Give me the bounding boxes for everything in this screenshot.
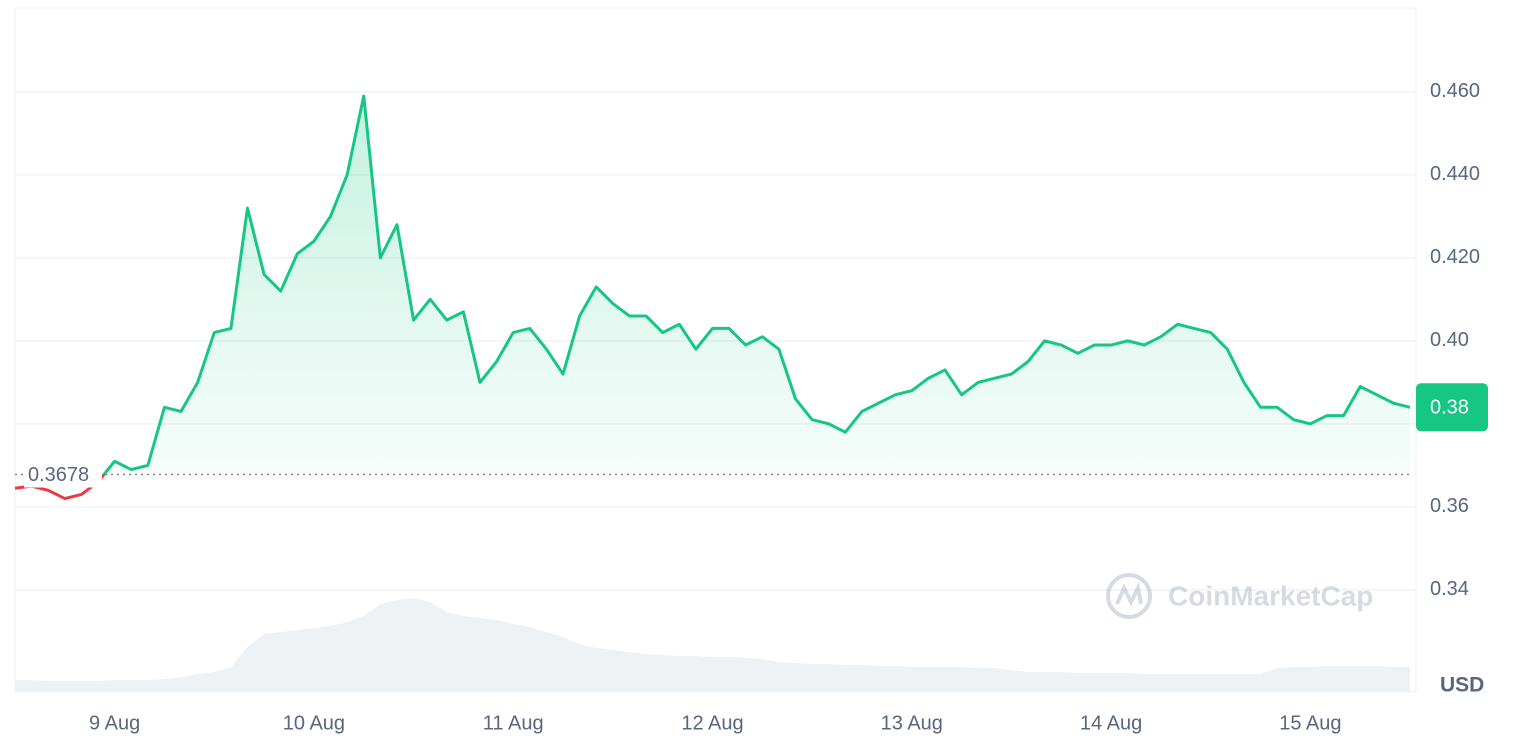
watermark: CoinMarketCap [1106,573,1373,619]
x-tick-label: 15 Aug [1279,712,1341,734]
y-tick-label: 0.34 [1430,578,1469,600]
watermark-logo-mark [1115,581,1143,607]
x-tick-label: 13 Aug [881,712,943,734]
y-tick-label: 0.420 [1430,246,1480,268]
watermark-logo [1106,573,1152,619]
baseline-label-bg [24,461,102,488]
y-tick-label: 0.460 [1430,80,1480,102]
x-tick-label: 14 Aug [1080,712,1142,734]
volume-area [15,598,1410,692]
watermark-text: CoinMarketCap [1168,580,1373,611]
current-price-label: 0.38 [1430,397,1469,419]
x-tick-label: 11 Aug [483,712,544,734]
x-tick-label: 9 Aug [89,712,140,734]
price-line [14,94,1411,501]
y-tick-label: 0.440 [1430,163,1480,185]
x-tick-label: 12 Aug [681,712,743,734]
x-tick-label: 10 Aug [283,712,345,734]
current-price-badge [1416,383,1488,432]
price-area [15,95,1410,499]
baseline-label: 0.3678 [28,464,89,486]
y-tick-label: 0.36 [1430,495,1469,517]
y-axis-label: USD [1440,674,1484,697]
y-tick-label: 0.40 [1430,329,1469,351]
